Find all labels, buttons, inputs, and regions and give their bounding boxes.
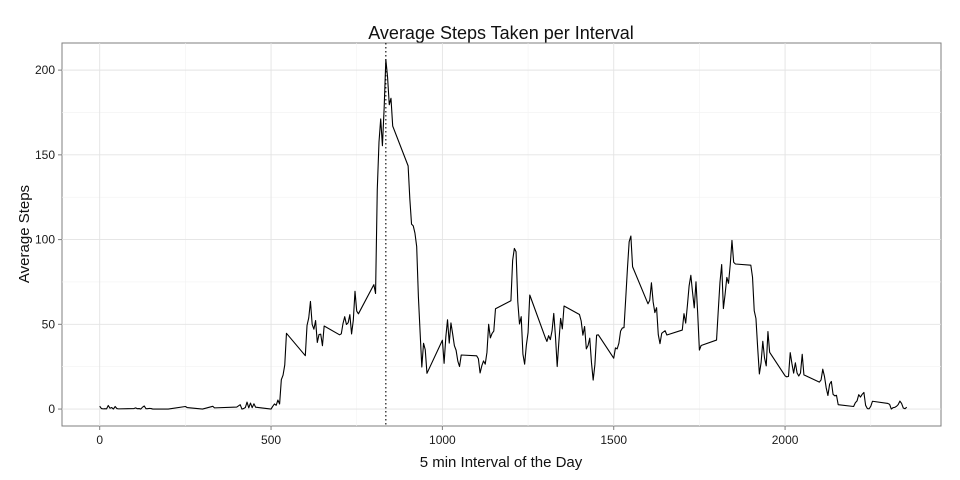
chart-title: Average Steps Taken per Interval: [368, 23, 634, 43]
y-tick-label: 150: [35, 148, 55, 162]
y-tick-label: 50: [42, 317, 56, 331]
major-gridlines: [62, 43, 941, 426]
x-tick-label: 0: [96, 433, 103, 447]
y-tick-label: 0: [48, 402, 55, 416]
x-tick-label: 1500: [600, 433, 627, 447]
y-tick-label: 200: [35, 63, 55, 77]
x-axis-title: 5 min Interval of the Day: [420, 454, 583, 471]
x-tick-label: 1000: [429, 433, 456, 447]
x-tick-label: 500: [261, 433, 281, 447]
y-tick-label: 100: [35, 233, 55, 247]
x-axis-ticks: 0 500 1000 1500 2000: [96, 426, 799, 447]
minor-gridlines: [62, 43, 941, 426]
y-axis-ticks: 0 50 100 150 200: [35, 63, 62, 416]
plot-area: [61, 42, 942, 427]
series-line-average-steps: [99, 59, 908, 410]
x-tick-label: 2000: [772, 433, 799, 447]
y-axis-title: Average Steps: [16, 185, 33, 283]
